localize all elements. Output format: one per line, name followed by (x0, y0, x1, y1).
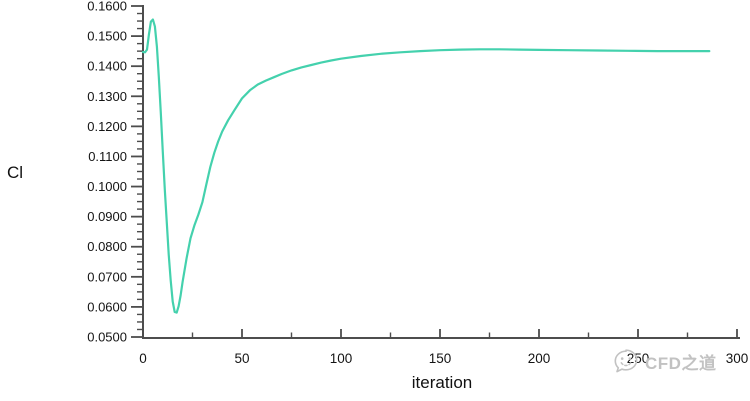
y-tick-label: 0.0800 (87, 239, 127, 254)
x-tick-label: 150 (429, 351, 452, 366)
y-axis-ticks: 0.0500 0.0600 0.0700 0.0800 0.0900 0.1000 0.11… (87, 0, 143, 345)
y-tick-label: 0.1400 (87, 59, 127, 74)
x-tick-label: 0 (139, 351, 147, 366)
y-tick-label: 0.1000 (87, 179, 127, 194)
y-tick-label: 0.1600 (87, 0, 127, 14)
series-lines (141, 18, 711, 314)
x-tick-label: 50 (234, 351, 249, 366)
series-line-cl (141, 18, 711, 314)
x-tick-label: 250 (627, 351, 650, 366)
y-tick-label: 0.0700 (87, 269, 127, 284)
y-tick-label: 0.1500 (87, 29, 127, 44)
axes (142, 5, 740, 339)
x-tick-label: 100 (330, 351, 353, 366)
y-tick-label: 0.1300 (87, 89, 127, 104)
x-tick-label: 200 (528, 351, 551, 366)
y-tick-label: 0.0500 (87, 330, 127, 345)
y-tick-label: 0.1200 (87, 119, 127, 134)
y-tick-label: 0.1100 (88, 149, 127, 164)
x-axis-ticks: 0 50 100 150 200 250 300 (139, 329, 748, 366)
x-axis-title: iteration (411, 373, 473, 392)
y-axis-title: Cl (7, 163, 24, 182)
y-tick-label: 0.0600 (87, 299, 127, 314)
y-tick-label: 0.0900 (87, 209, 127, 224)
x-tick-label: 300 (726, 351, 749, 366)
